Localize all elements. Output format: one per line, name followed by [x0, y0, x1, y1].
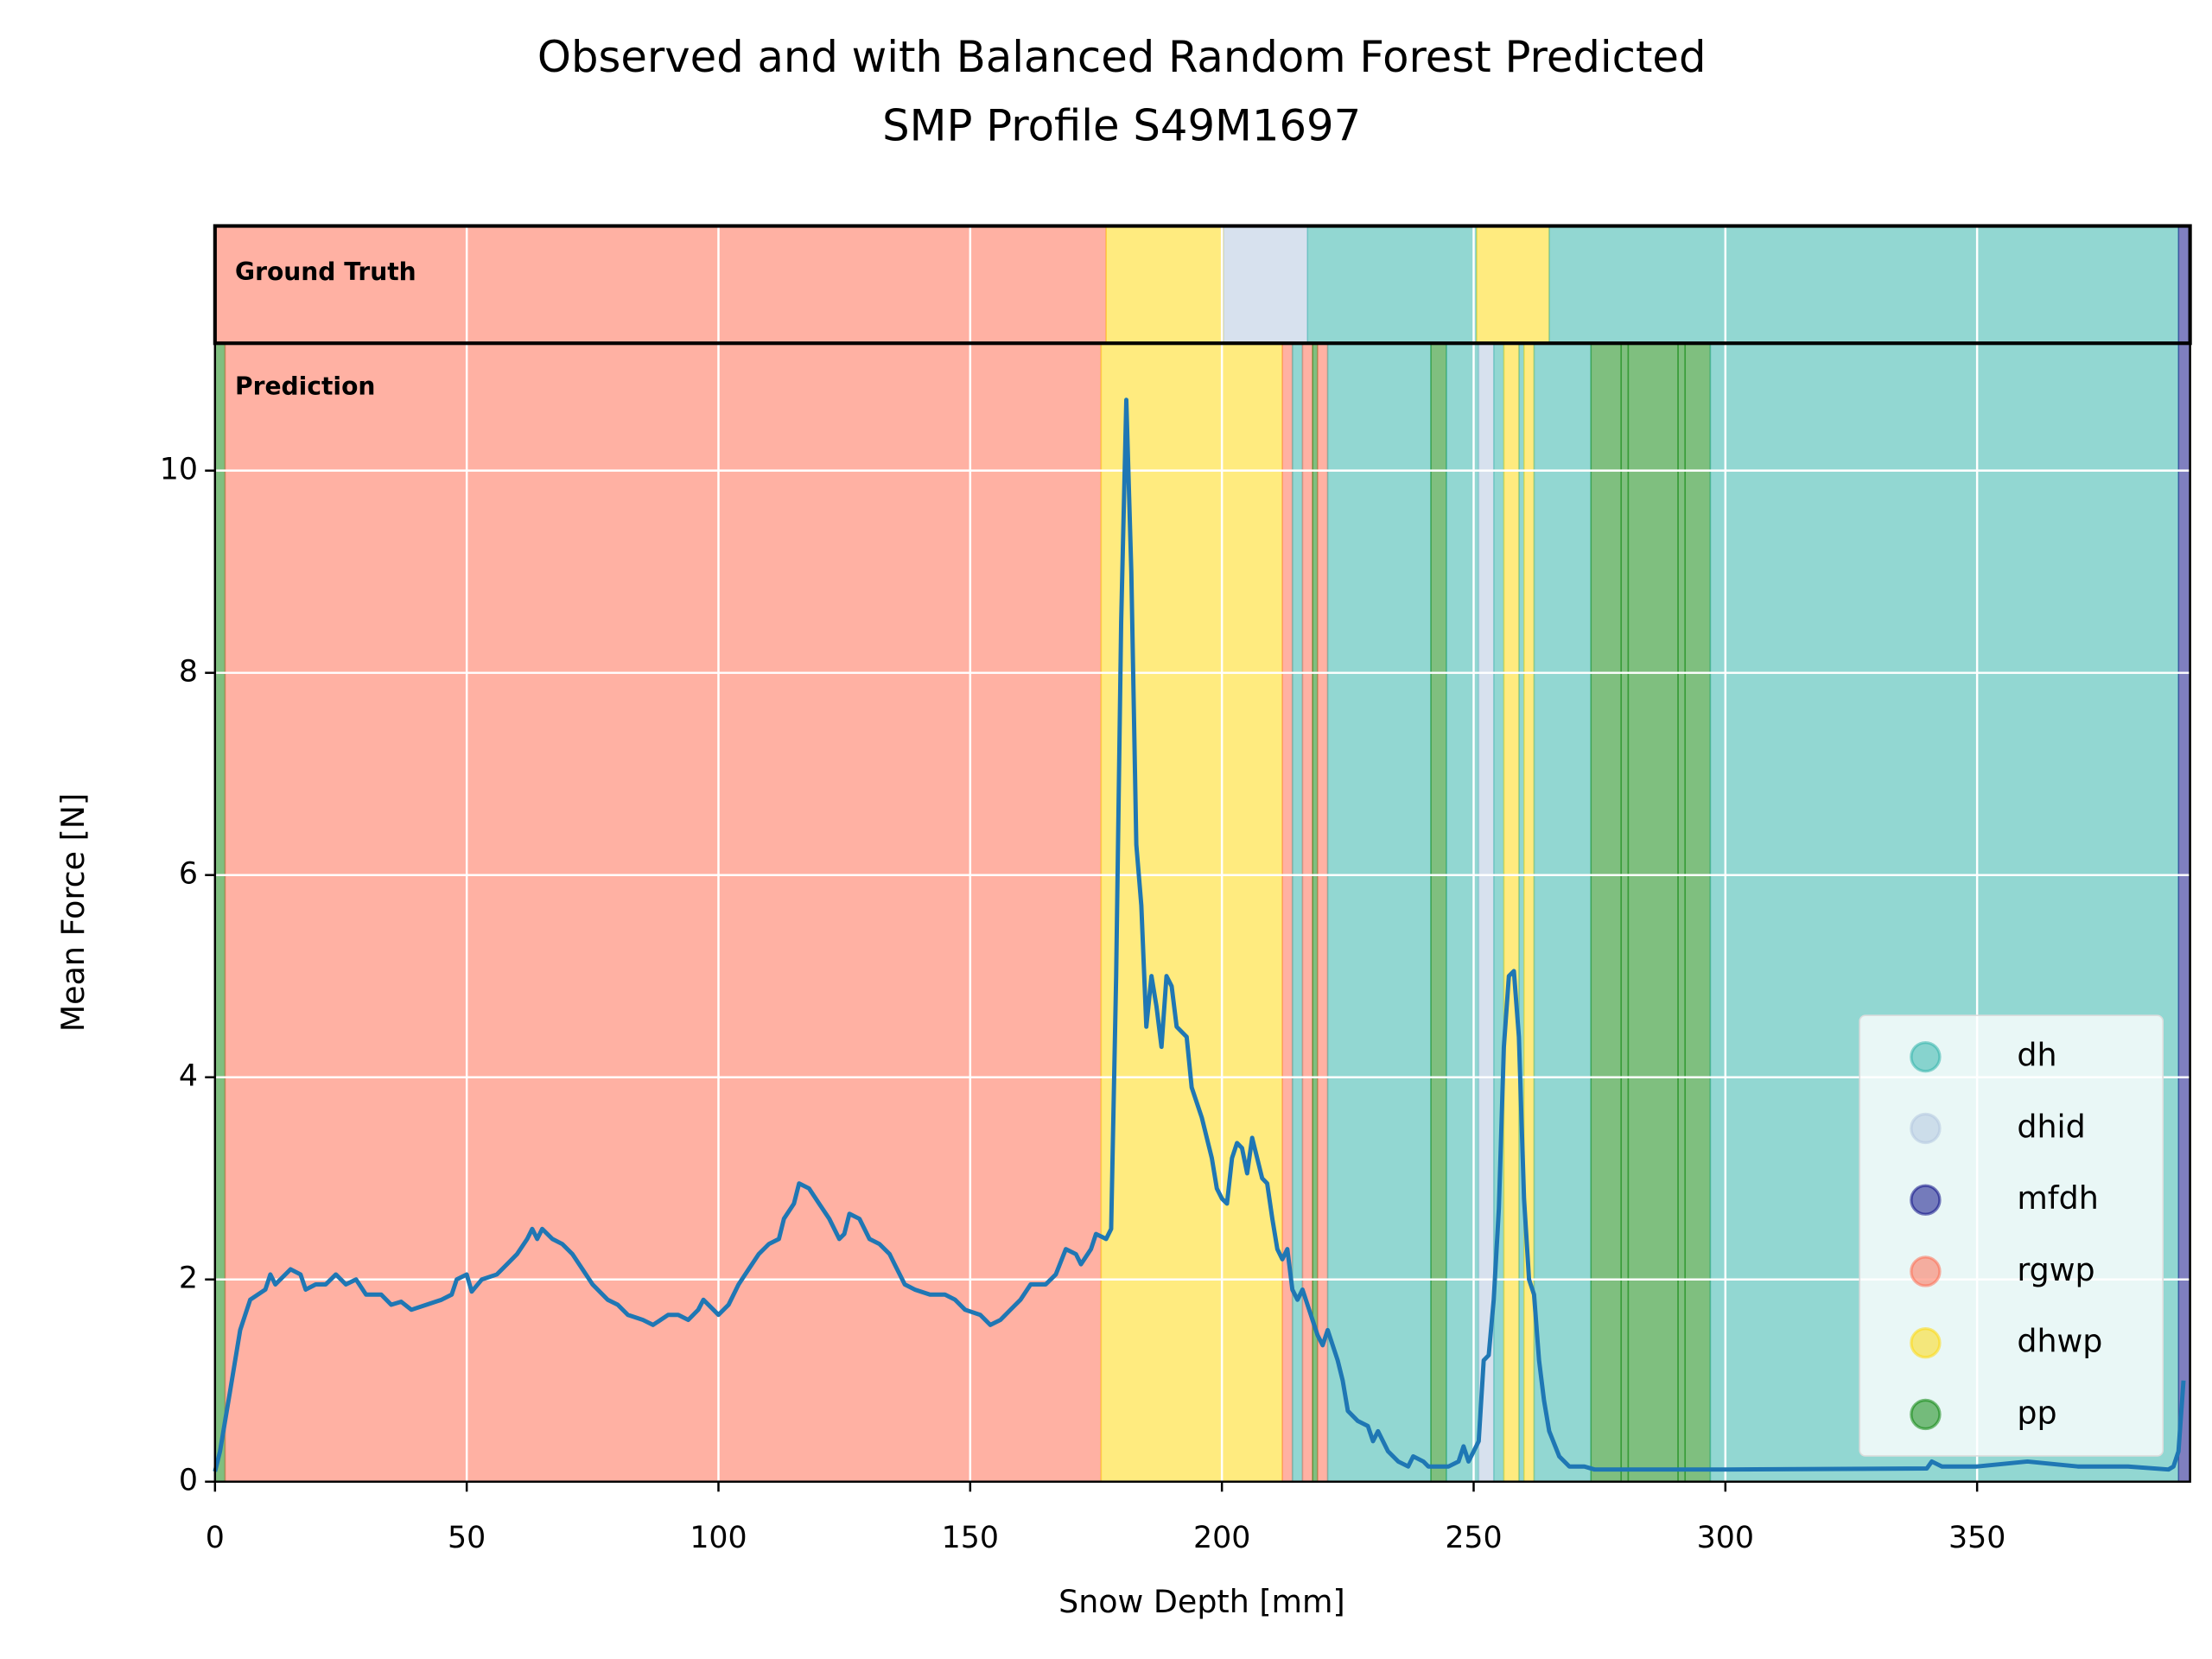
legend-marker — [1910, 1184, 1942, 1216]
plot-frame — [213, 342, 2191, 1483]
class-band — [1317, 342, 1329, 1483]
y-tick-label: 6 — [179, 857, 198, 892]
legend-label: dhid — [2017, 1108, 2085, 1145]
class-band — [1306, 225, 1478, 345]
class-band — [1223, 225, 1309, 345]
class-band — [224, 342, 1103, 1483]
legend-label: rgwp — [2017, 1251, 2094, 1288]
legend: dh dhid mfdh rgwp dhwp pp — [1859, 1014, 2164, 1457]
x-tick-label: 0 — [206, 1521, 225, 1555]
x-tick-label: 150 — [942, 1521, 999, 1555]
annotation: Prediction — [235, 372, 375, 401]
class-band — [1620, 342, 1630, 1483]
x-tick-label: 350 — [1948, 1521, 2005, 1555]
class-band — [1522, 342, 1535, 1483]
class-band — [1281, 342, 1294, 1483]
class-band — [1312, 342, 1319, 1483]
legend-marker — [1910, 1327, 1942, 1359]
legend-label: mfdh — [2017, 1179, 2098, 1217]
class-band — [1518, 342, 1525, 1483]
class-band — [1590, 342, 1623, 1483]
legend-box — [1859, 1014, 2164, 1457]
class-band — [1684, 342, 1712, 1483]
x-tick-label: 50 — [448, 1521, 486, 1555]
class-band — [1291, 342, 1304, 1483]
legend-marker — [1910, 1112, 1942, 1145]
class-band — [214, 342, 226, 1483]
legend-marker — [1910, 1255, 1942, 1287]
chart-title: Observed and with Balanced Random Forest… — [537, 32, 1707, 82]
class-band — [2177, 342, 2191, 1483]
class-band — [1430, 342, 1447, 1483]
class-band — [1326, 342, 1432, 1483]
y-axis-label: Mean Force [N] — [54, 793, 92, 1032]
x-tick-label: 200 — [1193, 1521, 1250, 1555]
data-line — [213, 397, 2186, 1472]
y-tick-label: 2 — [179, 1262, 198, 1296]
annotation: Ground Truth — [235, 257, 416, 286]
class-band — [1476, 225, 1550, 345]
class-band — [1105, 225, 1224, 345]
x-tick-label: 300 — [1697, 1521, 1754, 1555]
legend-marker — [1910, 1398, 1942, 1431]
class-band — [1548, 225, 2180, 345]
chart-title: SMP Profile S49M1697 — [882, 100, 1361, 150]
legend-label: pp — [2017, 1394, 2056, 1431]
class-band — [1533, 342, 1592, 1483]
x-tick-label: 100 — [690, 1521, 747, 1555]
legend-marker — [1910, 1040, 1942, 1073]
legend-label: dh — [2017, 1037, 2056, 1074]
class-band — [1677, 342, 1687, 1483]
x-axis-label: Snow Depth [mm] — [1058, 1583, 1345, 1620]
x-tick-label: 250 — [1445, 1521, 1502, 1555]
class-band — [1492, 342, 1505, 1483]
y-tick-label: 10 — [160, 453, 198, 487]
legend-label: dhwp — [2017, 1323, 2102, 1360]
y-tick-label: 4 — [179, 1059, 198, 1094]
class-band — [1627, 342, 1679, 1483]
y-tick-label: 8 — [179, 655, 198, 690]
y-tick-label: 0 — [179, 1464, 198, 1498]
class-band — [1503, 342, 1520, 1483]
